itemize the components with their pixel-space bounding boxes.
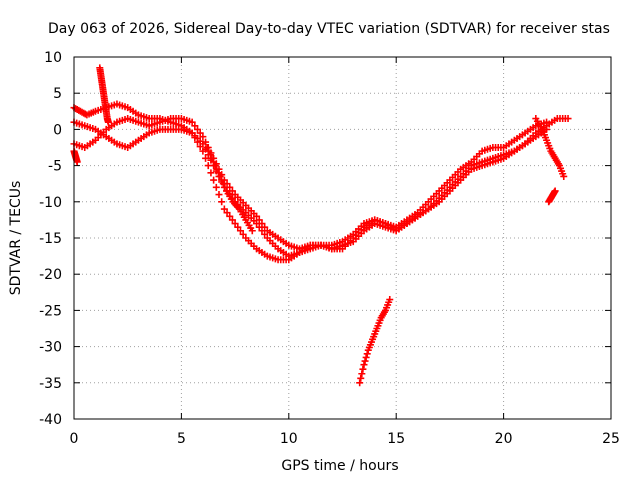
data-point xyxy=(564,115,572,123)
x-tick-label: 10 xyxy=(280,431,298,447)
data-point xyxy=(213,165,221,173)
series-track-c xyxy=(70,118,551,260)
data-point xyxy=(207,169,215,177)
data-point xyxy=(199,140,207,148)
data-point xyxy=(202,154,210,162)
y-tick-label: -10 xyxy=(39,195,62,211)
data-point xyxy=(363,350,371,358)
y-tick-label: -15 xyxy=(39,231,62,247)
data-point xyxy=(560,172,568,180)
chart-title: Day 063 of 2026, Sidereal Day-to-day VTE… xyxy=(48,21,610,37)
data-points xyxy=(70,64,572,387)
data-point xyxy=(362,353,370,361)
data-point xyxy=(188,118,196,126)
data-point xyxy=(386,296,394,304)
x-axis-label: GPS time / hours xyxy=(281,458,398,474)
data-point xyxy=(255,223,263,231)
data-point xyxy=(219,180,227,188)
data-point xyxy=(255,216,263,224)
data-point xyxy=(358,370,366,378)
data-point xyxy=(359,365,367,373)
axes: 10 5 0 -5 -10 -15 -20 -25 -30 -35 -40 0 5 10 15 20 25 xyxy=(39,50,620,447)
data-point xyxy=(212,183,220,191)
data-point xyxy=(361,357,369,365)
data-point xyxy=(236,227,244,235)
data-point xyxy=(214,169,222,177)
y-tick-label: 5 xyxy=(53,86,62,102)
data-point xyxy=(218,198,226,206)
x-tick-label: 15 xyxy=(387,431,405,447)
data-point xyxy=(220,205,228,213)
y-tick-label: -5 xyxy=(48,159,62,175)
data-point xyxy=(239,230,247,238)
data-point xyxy=(216,172,224,180)
data-point xyxy=(231,220,239,228)
data-point xyxy=(356,379,364,387)
data-point xyxy=(194,125,202,133)
data-point xyxy=(221,183,229,191)
data-point xyxy=(208,154,216,162)
data-point xyxy=(258,227,266,235)
data-point xyxy=(261,230,269,238)
y-axis-label: SDTVAR / TECUs xyxy=(8,181,24,296)
data-point xyxy=(234,223,242,231)
data-point xyxy=(248,227,256,235)
x-tick-label: 20 xyxy=(495,431,513,447)
y-tick-label: -30 xyxy=(39,340,62,356)
data-point xyxy=(228,216,236,224)
x-tick-label: 25 xyxy=(602,431,620,447)
data-point xyxy=(191,122,199,130)
series-track-d xyxy=(96,64,112,126)
y-tick-label: 0 xyxy=(53,122,62,138)
data-point xyxy=(211,162,219,170)
y-tick-label: -20 xyxy=(39,267,62,283)
data-point xyxy=(215,191,223,199)
series-track-g xyxy=(356,296,394,387)
data-point xyxy=(253,220,261,228)
data-point xyxy=(206,151,214,159)
data-point xyxy=(104,118,112,126)
data-point xyxy=(253,212,261,220)
x-tick-label: 0 xyxy=(70,431,79,447)
data-point xyxy=(210,158,218,166)
x-tick-label: 5 xyxy=(177,431,186,447)
data-point xyxy=(223,209,231,217)
y-tick-label: 10 xyxy=(44,50,62,66)
data-point xyxy=(199,133,207,141)
data-point xyxy=(543,118,551,126)
series-track-b xyxy=(70,115,551,253)
data-point xyxy=(360,361,368,369)
y-tick-label: -40 xyxy=(39,412,62,428)
grid-lines xyxy=(74,57,611,419)
data-point xyxy=(226,212,234,220)
data-point xyxy=(357,374,365,382)
data-point xyxy=(218,176,226,184)
series-track-f xyxy=(70,147,81,166)
data-point xyxy=(551,187,559,195)
y-tick-label: -35 xyxy=(39,376,62,392)
series-track-e xyxy=(203,144,256,235)
data-point xyxy=(205,147,213,155)
series-track-h xyxy=(532,115,568,180)
series-track-i xyxy=(545,187,559,206)
data-point xyxy=(210,176,218,184)
data-point xyxy=(196,129,204,137)
data-point xyxy=(203,144,211,151)
y-tick-label: -25 xyxy=(39,303,62,319)
data-point xyxy=(73,158,81,166)
